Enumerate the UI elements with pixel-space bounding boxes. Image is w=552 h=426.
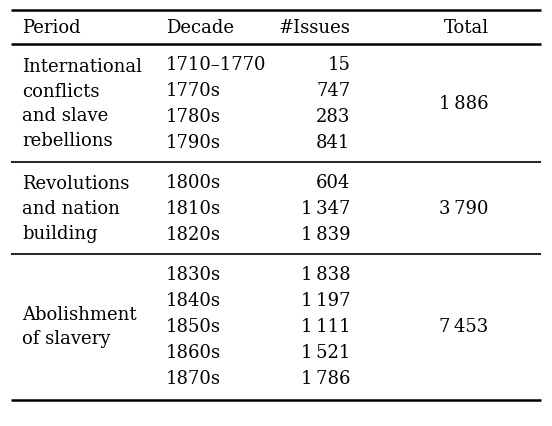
Text: 747: 747 (316, 82, 351, 100)
Text: 1850s: 1850s (166, 318, 221, 336)
Text: 1 786: 1 786 (301, 370, 351, 388)
Text: 1710–1770: 1710–1770 (166, 56, 266, 74)
Text: 1810s: 1810s (166, 200, 221, 218)
Text: 1840s: 1840s (166, 292, 221, 310)
Text: and nation: and nation (22, 200, 120, 218)
Text: 7 453: 7 453 (439, 318, 489, 336)
Text: Period: Period (22, 19, 81, 37)
Text: 1 197: 1 197 (301, 292, 351, 310)
Text: 1790s: 1790s (166, 134, 221, 152)
Text: 1830s: 1830s (166, 266, 221, 284)
Text: building: building (22, 225, 98, 243)
Text: 1770s: 1770s (166, 82, 220, 100)
Text: 1 347: 1 347 (301, 200, 351, 218)
Text: and slave: and slave (22, 107, 108, 125)
Text: rebellions: rebellions (22, 132, 113, 150)
Text: 1870s: 1870s (166, 370, 221, 388)
Text: 604: 604 (316, 174, 351, 192)
Text: 283: 283 (316, 108, 351, 126)
Text: Total: Total (443, 19, 489, 37)
Text: 1780s: 1780s (166, 108, 221, 126)
Text: 3 790: 3 790 (439, 200, 489, 218)
Text: 1 111: 1 111 (301, 318, 351, 336)
Text: 1820s: 1820s (166, 226, 221, 244)
Text: of slavery: of slavery (22, 330, 110, 348)
Text: Abolishment: Abolishment (22, 305, 137, 324)
Text: #Issues: #Issues (279, 19, 351, 37)
Text: 841: 841 (316, 134, 351, 152)
Text: 1 521: 1 521 (301, 344, 351, 362)
Text: Decade: Decade (166, 19, 233, 37)
Text: 1 886: 1 886 (439, 95, 489, 113)
Text: International: International (22, 58, 142, 76)
Text: 1860s: 1860s (166, 344, 221, 362)
Text: conflicts: conflicts (22, 83, 99, 101)
Text: 1 838: 1 838 (301, 266, 351, 284)
Text: Revolutions: Revolutions (22, 176, 130, 193)
Text: 15: 15 (328, 56, 351, 74)
Text: 1800s: 1800s (166, 174, 221, 192)
Text: 1 839: 1 839 (301, 226, 351, 244)
